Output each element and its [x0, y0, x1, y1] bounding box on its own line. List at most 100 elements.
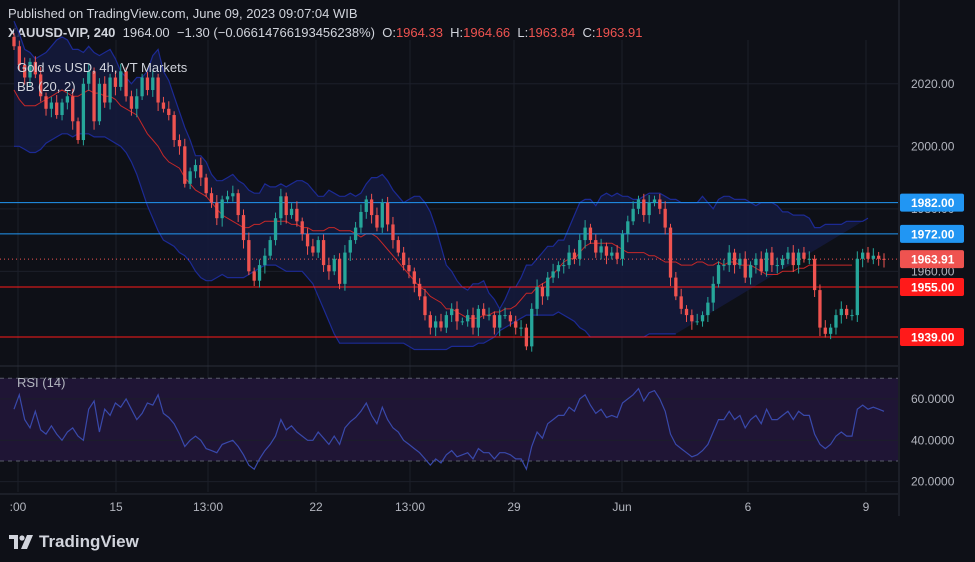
candle-body — [668, 227, 673, 278]
candle-body — [599, 246, 603, 253]
candle — [668, 223, 673, 287]
candle-body — [476, 308, 481, 328]
candle — [631, 201, 635, 226]
candle-body — [663, 208, 667, 228]
candle-body — [353, 227, 358, 241]
candle — [567, 245, 571, 269]
candle-body — [332, 258, 336, 272]
price-label-box — [900, 277, 964, 296]
candle-body — [482, 308, 486, 316]
candle-body — [620, 233, 625, 259]
x-tick-label: 9 — [863, 500, 870, 514]
candle-body — [375, 215, 379, 228]
candle — [135, 88, 139, 118]
brand-name: TradingView — [39, 532, 139, 551]
candle-body — [225, 196, 230, 200]
candle-body — [151, 77, 155, 91]
candle — [562, 259, 566, 274]
candle — [466, 309, 470, 327]
candle — [423, 288, 427, 321]
candle-body — [850, 315, 854, 317]
candle — [743, 251, 747, 283]
candle — [321, 234, 326, 272]
symbol-label[interactable]: XAUUSD-VIP, 240 — [8, 25, 116, 40]
candle-body — [594, 240, 598, 253]
candle — [348, 236, 352, 262]
candle-body — [743, 258, 747, 278]
high-value: 1964.66 — [463, 25, 511, 40]
candle-body — [321, 240, 326, 266]
candle-body — [631, 208, 635, 222]
candle — [161, 96, 166, 113]
candle — [103, 76, 107, 108]
candle — [167, 101, 171, 121]
candle — [690, 309, 694, 330]
candle — [877, 251, 881, 266]
candle-body — [247, 240, 251, 272]
published-header: Published on TradingView.com, June 09, 2… — [8, 6, 358, 21]
candle-body — [823, 327, 827, 334]
candle — [695, 313, 699, 326]
candle-body — [802, 252, 806, 259]
candle — [273, 212, 278, 246]
candle-body — [33, 61, 38, 75]
x-tick-label: 22 — [309, 500, 323, 514]
candle — [658, 193, 662, 215]
candle-body — [284, 196, 288, 216]
candle — [236, 189, 240, 222]
candle-body — [722, 265, 726, 267]
candle — [818, 284, 822, 337]
candle-body — [444, 315, 448, 328]
candle-body — [642, 199, 646, 216]
candle-body — [492, 315, 497, 328]
bb-upper-line — [13, 20, 869, 311]
candle — [748, 261, 753, 285]
candle-body — [327, 265, 331, 272]
candle-body — [145, 77, 150, 91]
candle — [279, 188, 283, 226]
candle-body — [514, 321, 518, 328]
candle-body — [428, 315, 432, 328]
candle — [530, 303, 534, 352]
candle — [732, 248, 737, 274]
candle-body — [439, 321, 443, 328]
candle — [594, 234, 598, 258]
candle-body — [311, 246, 315, 253]
candle — [49, 96, 54, 118]
price-label-box — [900, 193, 964, 212]
candle — [396, 236, 400, 257]
candle-body — [828, 327, 833, 334]
candle-body — [583, 227, 587, 241]
candle — [257, 259, 262, 288]
candle — [679, 288, 683, 315]
candle-body — [706, 302, 710, 316]
candle-body — [268, 240, 272, 256]
candle — [663, 201, 667, 235]
candle-body — [556, 265, 561, 272]
tradingview-brand[interactable]: TradingView — [8, 532, 139, 552]
chart-canvas[interactable]: 1960.001980.002000.002020.001982.001972.… — [0, 0, 975, 524]
candle — [514, 315, 518, 335]
candle — [209, 187, 214, 208]
candle-body — [615, 252, 619, 259]
x-tick-label: 15 — [109, 500, 123, 514]
candle-body — [551, 271, 555, 278]
candle — [60, 98, 64, 121]
candle-body — [401, 252, 406, 266]
high-label: H: — [450, 25, 464, 40]
candle-body — [129, 96, 134, 109]
candle — [460, 317, 464, 326]
candle-body — [407, 265, 411, 272]
candle — [503, 307, 507, 319]
candle — [855, 251, 859, 322]
candle — [359, 204, 363, 233]
candle-body — [300, 221, 304, 234]
candle-body — [498, 315, 502, 328]
candle — [215, 195, 219, 226]
candle — [44, 92, 48, 116]
candle-body — [140, 77, 144, 97]
candle — [615, 245, 619, 265]
candle-body — [279, 196, 283, 219]
candle-body — [167, 108, 171, 116]
candle — [369, 193, 374, 224]
